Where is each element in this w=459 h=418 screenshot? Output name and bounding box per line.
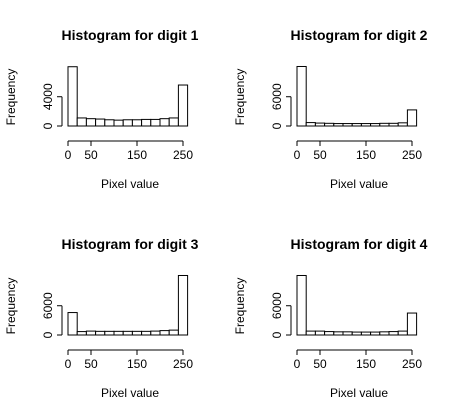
- bar: [122, 119, 133, 127]
- bar: [305, 330, 316, 336]
- x-tick-label: 250: [173, 148, 193, 162]
- x-tick-label: 150: [127, 357, 147, 371]
- x-axis-label: Pixel value: [101, 386, 159, 400]
- bar: [67, 66, 78, 127]
- bar: [150, 118, 161, 127]
- bar: [397, 122, 408, 127]
- x-tick-label: 50: [84, 148, 98, 162]
- bar: [67, 312, 78, 336]
- bar: [314, 122, 326, 127]
- y-tick-label: 0: [41, 122, 55, 129]
- bar: [388, 122, 399, 127]
- bar: [141, 118, 152, 127]
- x-tick-label: 0: [65, 148, 72, 162]
- bar: [379, 331, 390, 336]
- bar: [95, 118, 106, 127]
- x-tick-label: 0: [65, 357, 72, 371]
- y-axis-label: Frequency: [4, 278, 18, 335]
- bar: [342, 123, 353, 127]
- bar: [113, 330, 124, 336]
- bar: [379, 122, 390, 127]
- bar: [324, 331, 335, 336]
- bar: [406, 312, 418, 336]
- bar: [141, 330, 152, 336]
- x-tick-label: 150: [127, 148, 147, 162]
- bar: [333, 123, 344, 127]
- y-tick-label: 6000: [270, 292, 284, 319]
- bar: [95, 330, 106, 336]
- y-tick-label: 4000: [41, 83, 55, 110]
- bar: [150, 330, 161, 336]
- bar: [397, 330, 408, 336]
- y-tick-label: 0: [270, 122, 284, 129]
- x-axis-label: Pixel value: [101, 177, 159, 191]
- bar: [342, 331, 353, 336]
- x-tick-label: 150: [356, 357, 376, 371]
- bar: [85, 118, 97, 127]
- bar: [370, 331, 381, 336]
- y-tick-label: 6000: [270, 83, 284, 110]
- x-tick-label: 50: [313, 357, 327, 371]
- bar: [122, 330, 133, 336]
- y-axis-label: Frequency: [233, 278, 247, 335]
- bar: [296, 65, 307, 127]
- x-tick-label: 0: [294, 148, 301, 162]
- bar: [333, 331, 344, 336]
- bar: [360, 123, 372, 127]
- bar: [370, 123, 381, 127]
- x-axis-label: Pixel value: [330, 386, 388, 400]
- bar: [351, 123, 362, 127]
- x-tick-label: 250: [173, 357, 193, 371]
- bar: [104, 330, 115, 336]
- x-tick-label: 50: [84, 357, 98, 371]
- bar: [131, 119, 143, 127]
- bar: [76, 331, 87, 336]
- chart-title: Histogram for digit 4: [291, 236, 428, 252]
- x-axis-label: Pixel value: [330, 177, 388, 191]
- bar: [168, 329, 179, 336]
- bar: [360, 331, 372, 336]
- bar: [305, 122, 316, 127]
- bar: [351, 331, 362, 336]
- bar: [406, 109, 418, 127]
- bar: [177, 84, 189, 127]
- bar: [177, 274, 189, 336]
- x-tick-label: 250: [402, 148, 422, 162]
- chart-title: Histogram for digit 3: [62, 236, 199, 252]
- bar: [324, 122, 335, 127]
- chart-title: Histogram for digit 2: [291, 27, 428, 43]
- y-tick-label: 0: [41, 331, 55, 338]
- bar: [104, 119, 115, 127]
- bar: [113, 119, 124, 127]
- x-tick-label: 150: [356, 148, 376, 162]
- x-tick-label: 50: [313, 148, 327, 162]
- bar: [159, 330, 170, 336]
- x-tick-label: 250: [402, 357, 422, 371]
- chart-title: Histogram for digit 1: [62, 27, 199, 43]
- y-tick-label: 6000: [41, 292, 55, 319]
- bar: [314, 330, 326, 336]
- y-tick-label: 0: [270, 331, 284, 338]
- bar: [76, 117, 87, 127]
- y-axis-label: Frequency: [4, 69, 18, 126]
- x-tick-label: 0: [294, 357, 301, 371]
- bar: [168, 117, 179, 127]
- bar: [85, 330, 97, 336]
- bar: [131, 330, 143, 336]
- y-axis-label: Frequency: [233, 69, 247, 126]
- bar: [159, 118, 170, 127]
- bar: [388, 331, 399, 336]
- bar: [296, 274, 307, 336]
